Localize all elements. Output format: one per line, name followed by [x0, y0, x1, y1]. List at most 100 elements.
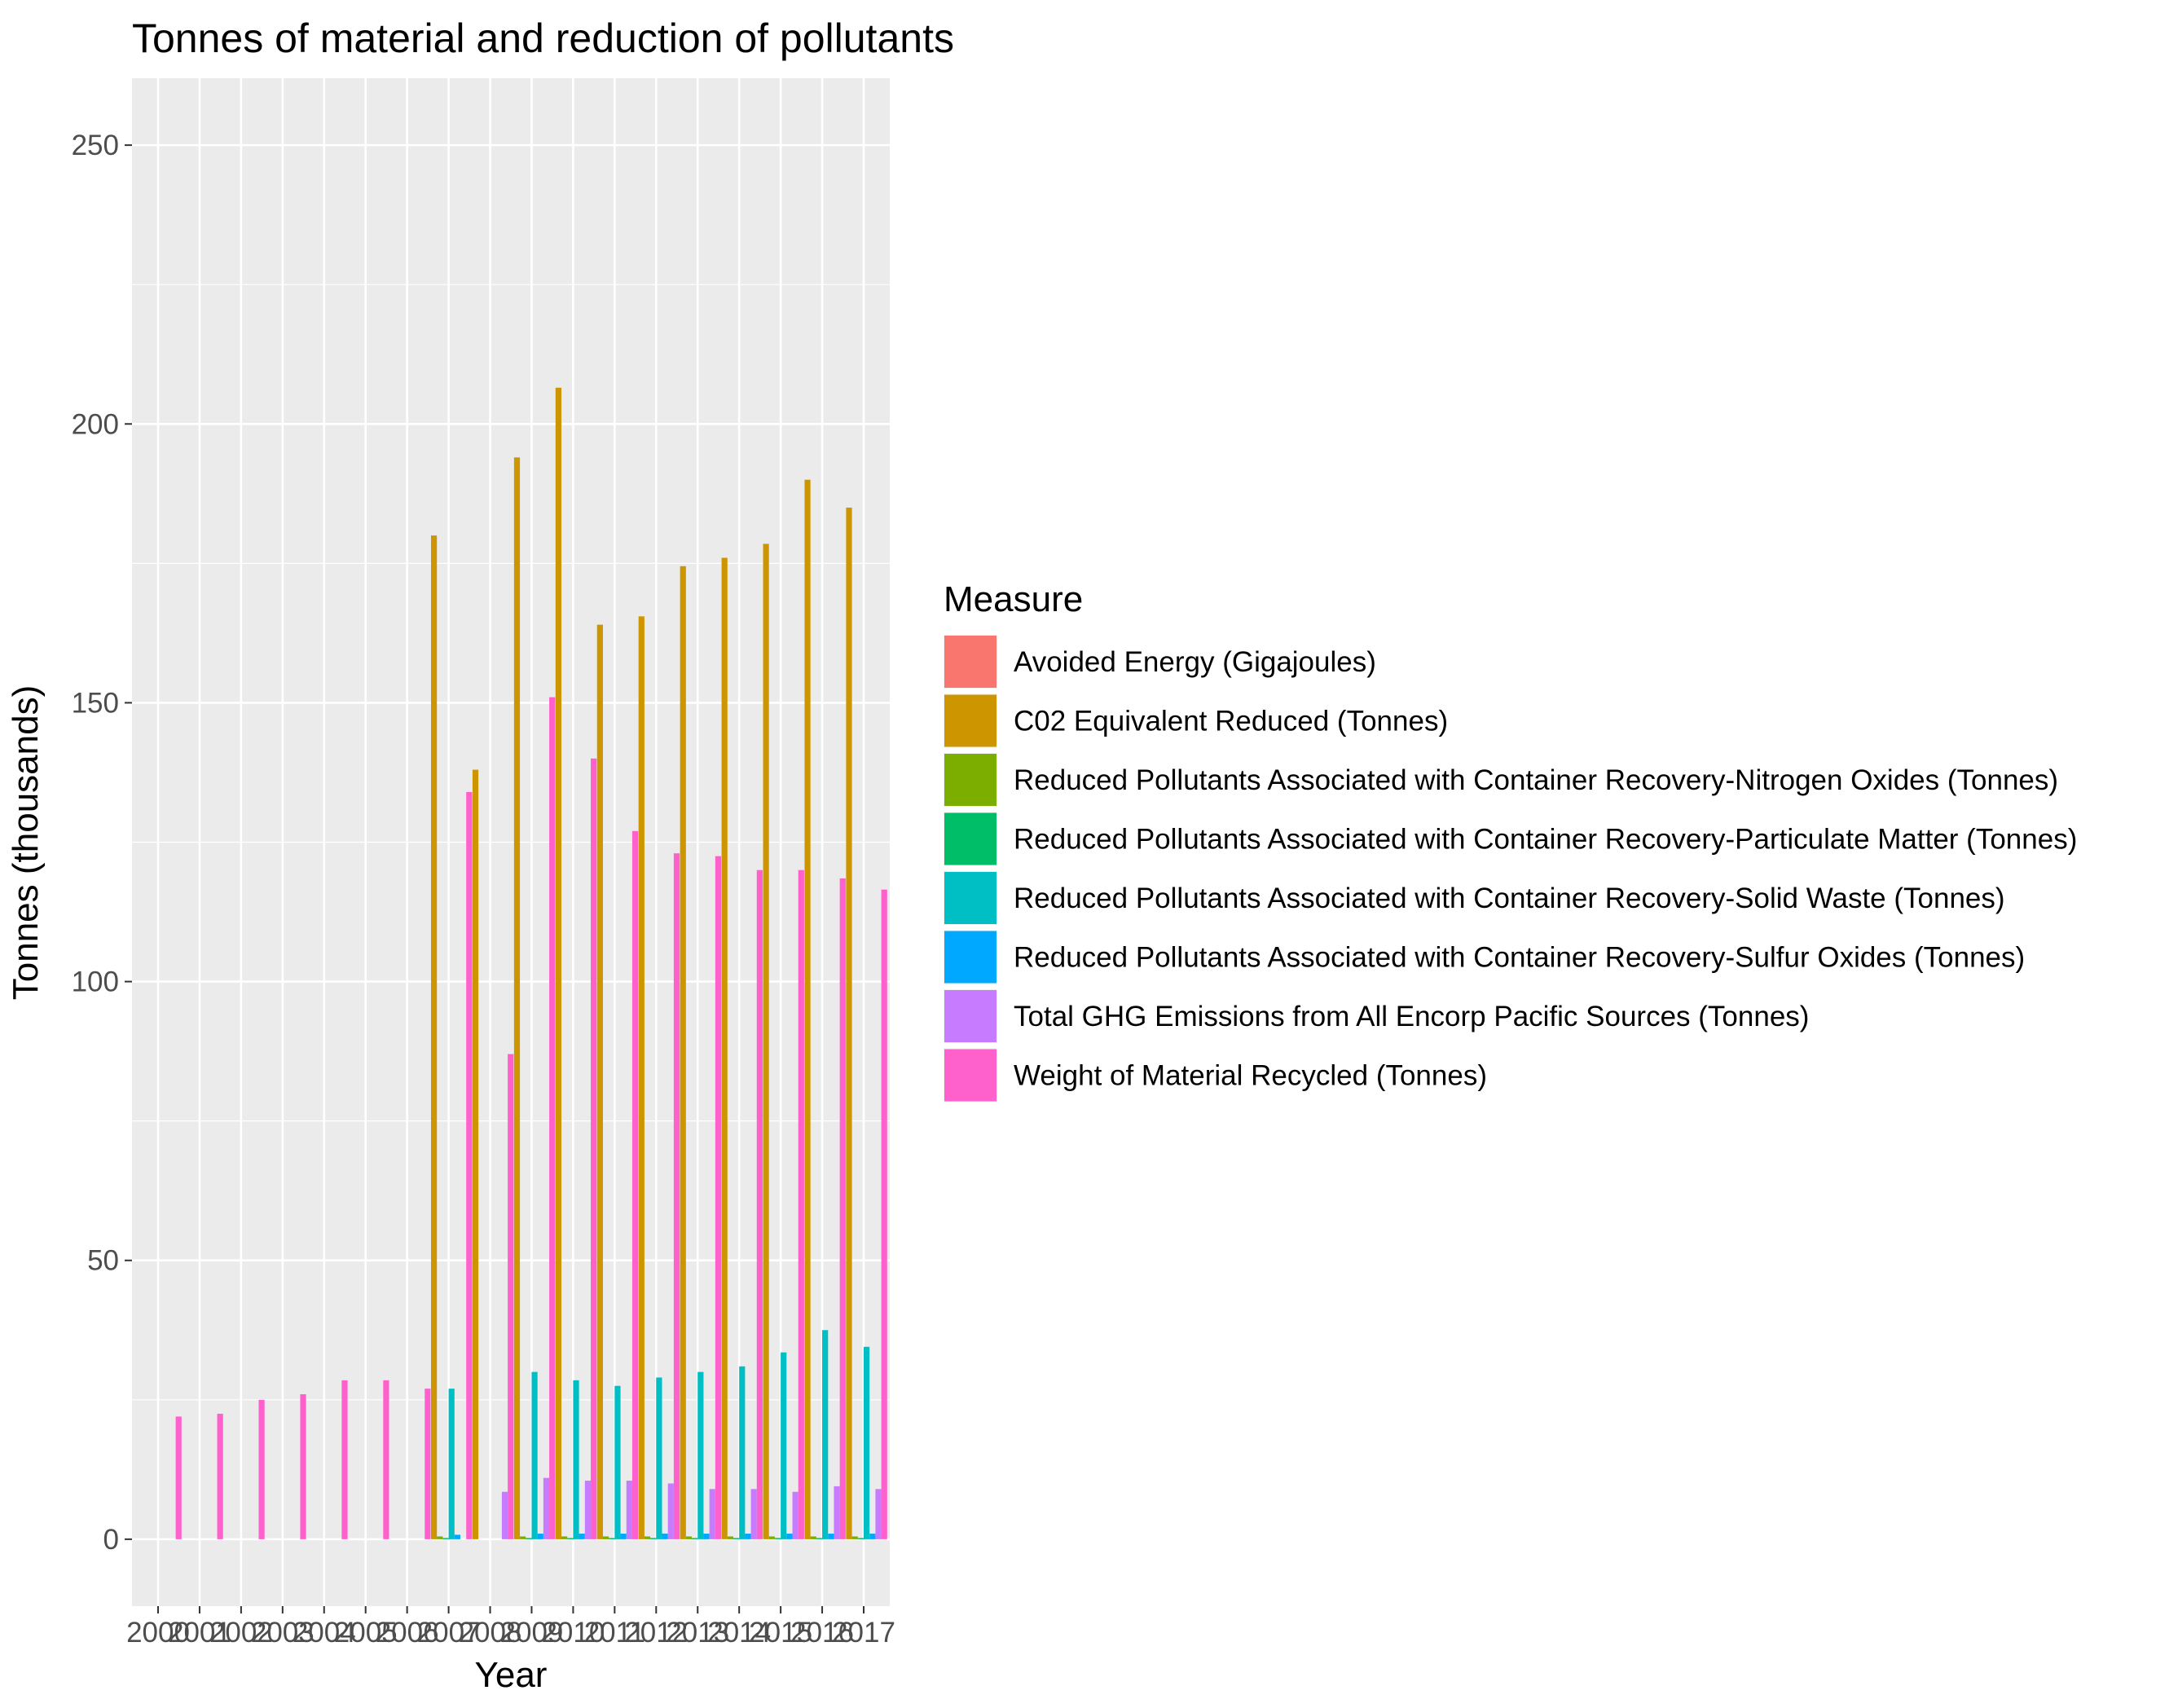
bar — [822, 1330, 829, 1539]
x-tick-label: 2012 — [624, 1617, 688, 1649]
bar — [810, 1536, 816, 1539]
y-tick-label: 150 — [72, 687, 119, 719]
bar — [425, 1389, 431, 1539]
bar — [341, 1380, 348, 1539]
bar — [662, 1534, 668, 1539]
bar — [513, 457, 521, 1539]
bar — [739, 1366, 746, 1539]
bar — [620, 1534, 627, 1539]
x-tick-label: 2000 — [126, 1617, 190, 1649]
bar — [520, 1536, 526, 1539]
legend-key-swatch — [944, 636, 997, 688]
bar — [300, 1393, 306, 1539]
bar — [685, 1536, 693, 1539]
legend-label: Reduced Pollutants Associated with Conta… — [1014, 942, 2025, 974]
legend-key-swatch — [944, 812, 997, 865]
bar — [555, 387, 562, 1539]
bar — [851, 1536, 858, 1539]
bar — [881, 889, 887, 1539]
legend-label: Reduced Pollutants Associated with Conta… — [1014, 824, 2077, 856]
x-tick-label: 2010 — [541, 1617, 605, 1649]
bar — [614, 1385, 621, 1539]
legend: Measure Avoided Energy (Gigajoules) C02 E… — [944, 579, 2077, 1103]
bar — [697, 1371, 704, 1539]
bar — [864, 1346, 870, 1539]
x-tick-label: 2015 — [749, 1617, 812, 1649]
y-tick-label: 250 — [72, 130, 119, 161]
bar — [526, 1538, 532, 1539]
bar — [579, 1534, 585, 1539]
bar — [437, 1536, 443, 1539]
bar — [508, 1054, 514, 1539]
legend-label: Total GHG Emissions from All Encorp Paci… — [1014, 1001, 1809, 1032]
bars — [175, 387, 887, 1539]
bar — [531, 1371, 538, 1539]
y-axis-title: Tonnes (thousands) — [6, 685, 46, 1000]
legend-key-swatch — [944, 931, 997, 984]
bar — [175, 1416, 182, 1539]
grid-lines — [132, 78, 890, 1606]
legend-label: Reduced Pollutants Associated with Conta… — [1014, 883, 2005, 914]
bar — [774, 1538, 781, 1539]
bar — [763, 544, 769, 1539]
bar — [869, 1534, 876, 1539]
legend-label: Reduced Pollutants Associated with Conta… — [1014, 764, 2058, 796]
bar — [638, 616, 645, 1539]
bar — [650, 1538, 657, 1539]
y-tick-label: 200 — [72, 408, 119, 440]
bar — [537, 1534, 543, 1539]
x-axis: 2000200120022003200420052006200720082009… — [126, 1606, 895, 1649]
bar — [631, 830, 639, 1539]
bar — [709, 1489, 715, 1539]
bar — [501, 1491, 508, 1539]
bar — [692, 1538, 698, 1539]
bar — [828, 1534, 834, 1539]
bar — [781, 1352, 787, 1539]
bar — [750, 1489, 757, 1539]
x-tick-label: 2006 — [376, 1617, 439, 1649]
x-tick-label: 2005 — [334, 1617, 398, 1649]
bar — [656, 1377, 662, 1539]
x-tick-label: 2008 — [459, 1617, 522, 1649]
bar — [745, 1534, 751, 1539]
bar — [839, 878, 846, 1539]
bar — [472, 769, 479, 1539]
bar — [715, 856, 722, 1539]
bar — [430, 535, 438, 1539]
y-axis: 0 50 100 150 200 250 — [72, 130, 132, 1556]
bar — [626, 1481, 632, 1539]
bar — [804, 479, 811, 1539]
bar — [680, 566, 686, 1539]
legend-key-swatch — [944, 1049, 997, 1102]
x-tick-label: 2014 — [707, 1617, 771, 1649]
bar — [561, 1536, 568, 1539]
bar — [792, 1491, 799, 1539]
bar — [602, 1536, 609, 1539]
legend-title: Measure — [944, 579, 1083, 619]
bar — [573, 1380, 579, 1539]
x-tick-label: 2003 — [251, 1617, 315, 1649]
x-tick-label: 2002 — [209, 1617, 273, 1649]
bar — [543, 1477, 550, 1539]
x-axis-title: Year — [475, 1655, 548, 1695]
bar — [596, 624, 603, 1539]
bar — [786, 1534, 793, 1539]
x-tick-label: 2004 — [293, 1617, 356, 1649]
legend-label: Weight of Material Recycled (Tonnes) — [1014, 1060, 1487, 1092]
y-tick-label: 100 — [72, 966, 119, 998]
legend-key-swatch — [944, 754, 997, 806]
bar — [442, 1538, 449, 1539]
x-tick-label: 2011 — [584, 1617, 645, 1649]
bar — [875, 1489, 882, 1539]
bar — [756, 869, 763, 1539]
y-tick-label: 0 — [103, 1524, 119, 1556]
bar — [703, 1534, 710, 1539]
bar — [644, 1536, 651, 1539]
bar — [721, 557, 728, 1539]
legend-label: Avoided Energy (Gigajoules) — [1014, 646, 1376, 678]
x-tick-label: 2016 — [790, 1617, 854, 1649]
bar — [258, 1399, 265, 1539]
bar — [591, 758, 597, 1539]
chart-title: Tonnes of material and reduction of poll… — [132, 15, 954, 61]
x-tick-label: 2009 — [500, 1617, 564, 1649]
